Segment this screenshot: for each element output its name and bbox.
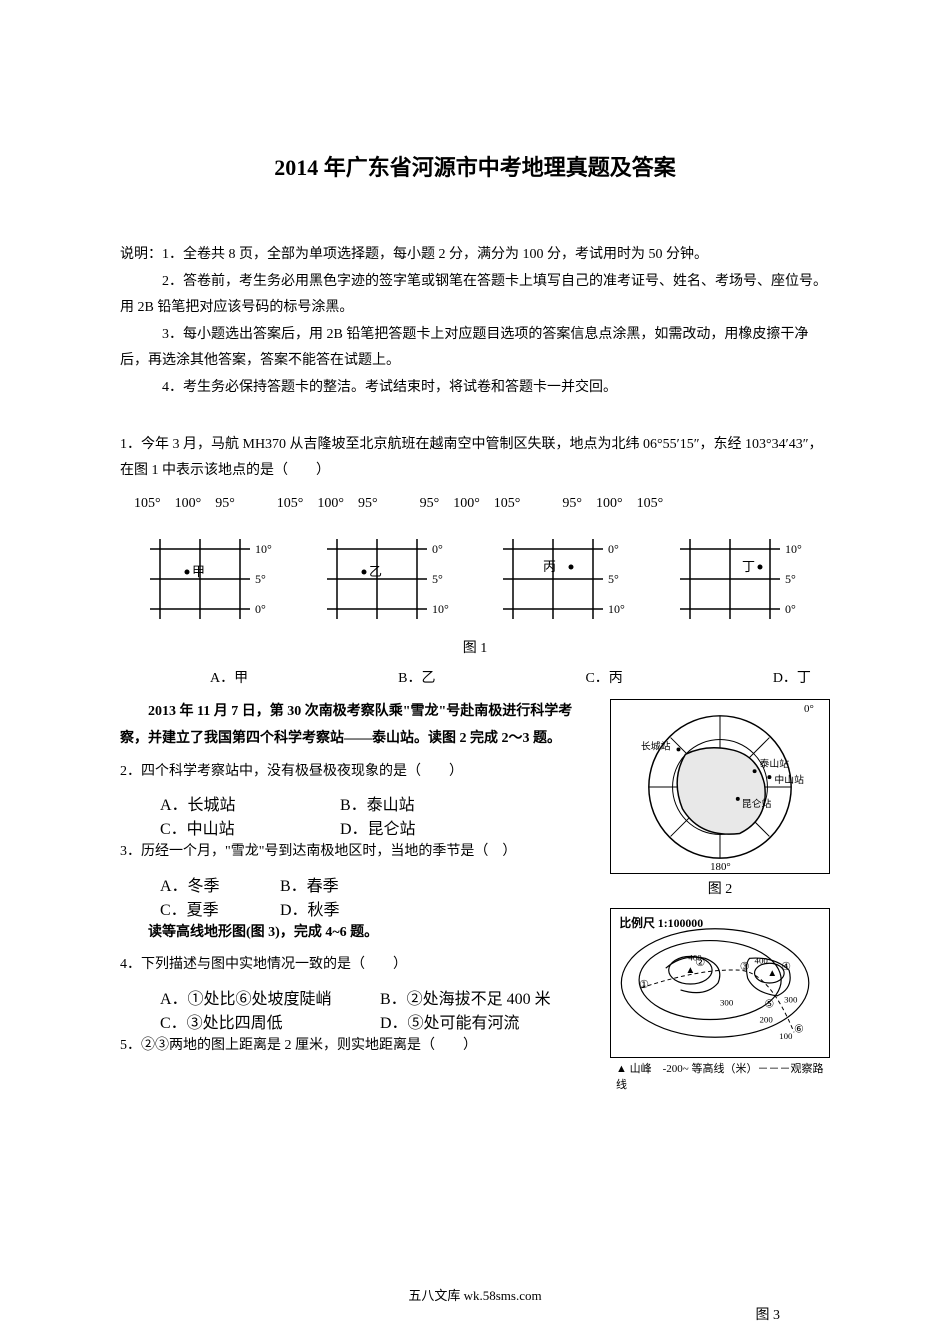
instruction-line: 说明：1．全卷共 8 页，全部为单项选择题，每小题 2 分，满分为 100 分，… [120,242,830,269]
svg-text:400: 400 [755,956,769,966]
choice-a: A．甲 [210,667,248,687]
grid-label: 乙 [369,564,382,579]
fig3-scale: 比例尺 1:100000 [619,916,703,930]
choice-a: A．冬季 [160,872,280,896]
page-footer: 五八文库 wk.58sms.com [0,1285,950,1304]
choice-c: C．中山站 [160,815,340,839]
q4-choices-row1: A．①处比⑥处坡度陡峭 B．②处海拔不足 400 米 [120,985,598,1009]
page-title: 2014 年广东省河源市中考地理真题及答案 [120,150,830,182]
q2-choices-row2: C．中山站 D．昆仑站 [120,815,598,839]
intro-4-6: 读等高线地形图(图 3)，完成 4~6 题。 [120,920,598,947]
svg-text:300: 300 [784,995,798,1005]
svg-text:⑥: ⑥ [794,1024,804,1036]
question-text: 1．今年 3 月，马航 MH370 从吉隆坡至北京航班在越南空中管制区失联，地点… [120,432,830,485]
coordinate-row: 105° 100° 95° 105° 100° 95° 95° 100° 105… [120,491,830,518]
choice-c: C．丙 [585,667,622,687]
svg-text:泰山站: 泰山站 [760,758,790,771]
svg-text:①: ① [639,979,649,991]
svg-text:10°: 10° [785,542,802,556]
instruction-line: 2．答卷前，考生务必用黑色字迹的签字笔或钢笔在答题卡上填写自己的准考证号、姓名、… [120,269,830,322]
grid-ding: 丁 10° 5° 0° [660,529,820,629]
grid-yi: 乙 0° 5° 10° [307,529,467,629]
grid-jia: 甲 10° 5° 0° [130,529,290,629]
q3-choices-row1: A．冬季 B．春季 [120,872,598,896]
svg-text:200: 200 [759,1015,773,1025]
q2-choices-row1: A．长城站 B．泰山站 [120,791,598,815]
choice-a: A．①处比⑥处坡度陡峭 [160,985,380,1009]
choice-d: D．丁 [773,667,811,687]
svg-text:10°: 10° [255,542,272,556]
choice-b: B．春季 [280,872,460,896]
grid-label: 甲 [192,564,205,579]
svg-text:0°: 0° [255,602,266,616]
fig2-top-label: 0° [804,703,814,715]
choice-b: B．②处海拔不足 400 米 [380,985,560,1009]
svg-text:5°: 5° [608,572,619,586]
choice-d: D．秋季 [280,896,460,920]
svg-text:0°: 0° [608,542,619,556]
choice-d: D．昆仑站 [340,815,520,839]
question-5: 5．②③两地的图上距离是 2 厘米，则实地距离是（ ） [120,1033,598,1060]
choice-a: A．长城站 [160,791,340,815]
instruction-line: 3．每小题选出答案后，用 2B 铅笔把答题卡上对应题目选项的答案信息点涂黑，如需… [120,322,830,375]
choice-b: B．泰山站 [340,791,520,815]
svg-text:300: 300 [720,998,734,1008]
fig2-bottom-label: 180° [710,861,731,873]
svg-text:▲: ▲ [767,968,777,979]
question-3: 3．历经一个月，"雪龙"号到达南极地区时，当地的季节是（ ） [120,839,598,866]
choice-b: B．乙 [398,667,435,687]
intro-2-3: 2013 年 11 月 7 日，第 30 次南极考察队乘"雪龙"号赴南极进行科学… [120,699,598,752]
grid-bing: 丙 0° 5° 10° [483,529,643,629]
svg-text:0°: 0° [432,542,443,556]
svg-text:昆仑站: 昆仑站 [742,797,772,810]
figure-2-antarctica: 0° 长城站 泰山站 中山站 昆仑站 180° [610,699,830,874]
svg-text:5°: 5° [432,572,443,586]
svg-text:④: ④ [781,962,791,974]
question-1: 1．今年 3 月，马航 MH370 从吉隆坡至北京航班在越南空中管制区失联，地点… [120,432,830,485]
svg-text:100: 100 [779,1032,793,1042]
choice-d: D．⑤处可能有河流 [380,1009,560,1033]
figure-1-grids: 甲 10° 5° 0° 乙 0° 5° 10° 丙 0° 5° 10° [120,529,830,629]
svg-text:10°: 10° [608,602,625,616]
choice-c: C．③处比四周低 [160,1009,380,1033]
figure-3-legend: ▲ 山峰 -200~ 等高线（米）－－－观察路线 [610,1060,830,1092]
svg-text:②: ② [695,958,705,970]
svg-text:10°: 10° [432,602,449,616]
svg-text:0°: 0° [785,602,796,616]
grid-label: 丙 [543,559,556,574]
q4-choices-row2: C．③处比四周低 D．⑤处可能有河流 [120,1009,598,1033]
svg-text:中山站: 中山站 [774,773,804,786]
question-4: 4．下列描述与图中实地情况一致的是（ ） [120,952,598,979]
svg-text:5°: 5° [255,572,266,586]
figure-1-caption: 图 1 [120,637,830,657]
choice-c: C．夏季 [160,896,280,920]
instructions-block: 说明：1．全卷共 8 页，全部为单项选择题，每小题 2 分，满分为 100 分，… [120,242,830,402]
svg-text:⑤: ⑤ [764,999,774,1011]
figure-2-caption: 图 2 [610,878,830,898]
q3-choices-row2: C．夏季 D．秋季 [120,896,598,920]
figure-3-contour: 比例尺 1:100000 400 400 300 300 200 100 ① ②… [610,908,830,1058]
grid-label: 丁 [742,559,755,574]
q1-choices: A．甲 B．乙 C．丙 D．丁 [120,667,830,687]
instruction-line: 4．考生务必保持答题卡的整洁。考试结束时，将试卷和答题卡一并交回。 [120,375,830,402]
svg-text:长城站: 长城站 [641,740,671,753]
question-2: 2．四个科学考察站中，没有极昼极夜现象的是（ ） [120,759,598,786]
svg-text:5°: 5° [785,572,796,586]
figure-3-caption: 图 3 [756,1304,781,1324]
